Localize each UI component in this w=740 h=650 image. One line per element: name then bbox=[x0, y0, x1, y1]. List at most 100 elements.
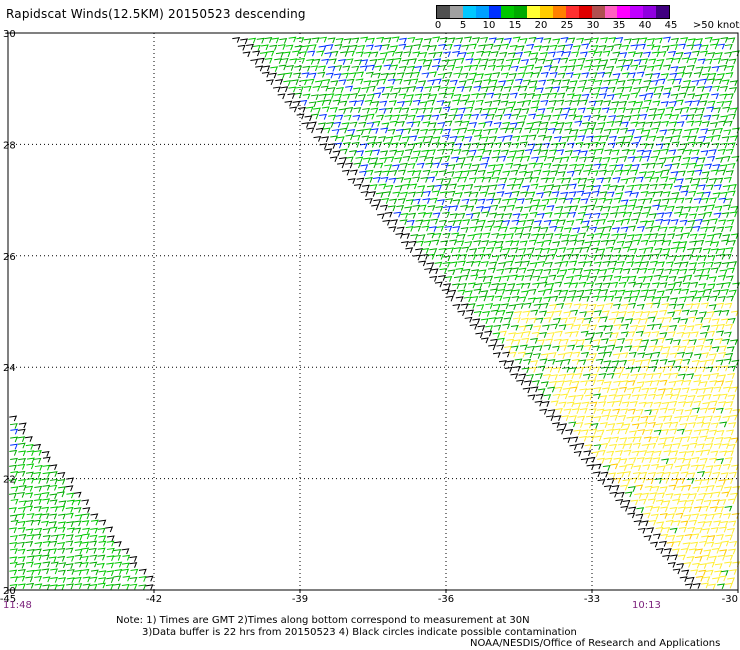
wind-barb bbox=[601, 212, 609, 219]
wind-barb bbox=[692, 50, 701, 57]
wind-barb bbox=[532, 199, 541, 205]
wind-barb bbox=[490, 204, 499, 211]
wind-barb bbox=[319, 93, 327, 100]
wind-barb bbox=[697, 394, 705, 401]
wind-barb bbox=[654, 64, 663, 71]
wind-barb bbox=[630, 64, 639, 71]
wind-barb bbox=[701, 197, 709, 204]
wind-barb bbox=[580, 457, 589, 464]
wind-barb bbox=[26, 477, 35, 484]
wind-barb bbox=[424, 86, 433, 93]
wind-barb bbox=[645, 246, 654, 253]
wind-barb bbox=[400, 191, 409, 198]
wind-barb bbox=[581, 275, 590, 281]
wind-barb bbox=[33, 443, 42, 450]
wind-barb bbox=[646, 295, 655, 302]
wind-barb bbox=[618, 281, 627, 288]
wind-barb bbox=[498, 261, 507, 268]
wind-barb bbox=[475, 99, 484, 106]
wind-barb bbox=[674, 128, 683, 135]
wind-barb bbox=[384, 164, 393, 170]
wind-barb bbox=[532, 72, 541, 78]
wind-barb bbox=[720, 191, 728, 198]
wind-barb bbox=[658, 183, 667, 190]
wind-barb bbox=[16, 562, 25, 569]
wind-barb bbox=[424, 212, 433, 219]
wind-barb bbox=[539, 310, 548, 317]
wind-barb bbox=[517, 101, 525, 107]
wind-barb bbox=[539, 332, 548, 338]
wind-barb bbox=[690, 541, 699, 548]
wind-barb bbox=[321, 106, 330, 113]
wind-barb bbox=[528, 317, 537, 324]
wind-barb bbox=[610, 281, 619, 288]
wind-barb bbox=[727, 190, 736, 197]
wind-barb bbox=[666, 205, 675, 212]
wind-barb bbox=[578, 232, 587, 239]
wind-barb bbox=[695, 317, 704, 323]
wind-barb bbox=[476, 206, 484, 212]
wind-barb bbox=[483, 128, 492, 135]
colorbar-label: >50 knots bbox=[692, 20, 740, 31]
wind-barb bbox=[339, 100, 348, 107]
wind-barb bbox=[612, 177, 621, 183]
wind-barb bbox=[376, 114, 385, 121]
wind-barb bbox=[731, 464, 740, 471]
wind-barb bbox=[698, 184, 706, 191]
wind-barb bbox=[550, 295, 559, 302]
wind-barb bbox=[700, 407, 708, 414]
wind-barb bbox=[621, 72, 630, 79]
wind-barb bbox=[340, 51, 348, 57]
wind-barb bbox=[17, 541, 25, 548]
wind-barb bbox=[662, 346, 671, 353]
wind-barb bbox=[671, 192, 680, 198]
wind-barb bbox=[648, 366, 657, 372]
wind-barb bbox=[651, 51, 660, 58]
wind-barb bbox=[627, 359, 636, 365]
wind-barb bbox=[415, 219, 424, 226]
wind-barb bbox=[240, 38, 249, 45]
wind-barb bbox=[455, 66, 464, 72]
wind-barb bbox=[25, 540, 34, 547]
wind-barb bbox=[636, 255, 645, 261]
wind-barb bbox=[630, 169, 638, 176]
wind-barb bbox=[65, 534, 74, 541]
wind-barb bbox=[399, 37, 408, 44]
wind-barb bbox=[729, 414, 738, 421]
wind-barb bbox=[255, 65, 264, 72]
wind-barb bbox=[648, 213, 657, 219]
wind-barb bbox=[661, 296, 670, 302]
wind-barb bbox=[299, 99, 308, 106]
wind-barb bbox=[485, 325, 494, 332]
wind-barb bbox=[573, 45, 581, 51]
wind-barb bbox=[560, 393, 569, 400]
wind-barb bbox=[516, 198, 525, 205]
wind-barb bbox=[50, 561, 59, 568]
wind-barb bbox=[636, 176, 644, 183]
wind-barb bbox=[730, 233, 739, 240]
wind-barb bbox=[294, 45, 303, 52]
wind-barb bbox=[568, 58, 577, 65]
wind-barb bbox=[622, 64, 631, 71]
wind-barb bbox=[627, 310, 636, 317]
wind-barb bbox=[49, 548, 57, 555]
wind-barb bbox=[9, 548, 18, 555]
wind-barb bbox=[454, 192, 463, 198]
wind-barb bbox=[578, 261, 587, 268]
wind-barb bbox=[42, 549, 51, 555]
wind-barb bbox=[33, 471, 42, 478]
wind-barb bbox=[576, 289, 585, 296]
wind-barb bbox=[607, 219, 616, 226]
wind-barb bbox=[679, 576, 688, 583]
wind-barb bbox=[600, 442, 609, 449]
wind-barb bbox=[602, 260, 611, 267]
wind-barb bbox=[597, 71, 606, 78]
wind-barb bbox=[690, 331, 699, 338]
wind-barb bbox=[73, 507, 82, 513]
wind-barb bbox=[671, 471, 680, 478]
wind-barb bbox=[574, 372, 583, 379]
wind-barb bbox=[396, 150, 405, 157]
wind-barb bbox=[418, 80, 427, 87]
wind-barb bbox=[270, 66, 279, 73]
wind-barb bbox=[495, 316, 504, 323]
